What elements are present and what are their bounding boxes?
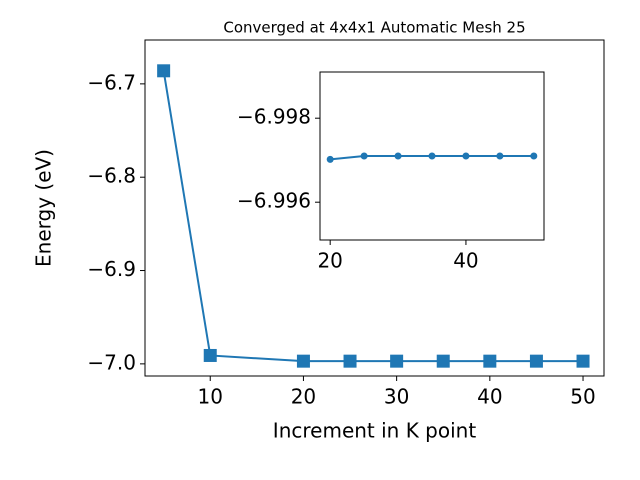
marker xyxy=(390,354,404,368)
y-axis-label: Energy (eV) xyxy=(32,149,56,267)
marker xyxy=(360,152,368,160)
marker xyxy=(428,152,436,160)
x-tick-label: 10 xyxy=(198,385,223,409)
marker xyxy=(576,354,590,368)
marker xyxy=(296,354,310,368)
marker xyxy=(436,354,450,368)
y-tick-label: −7.0 xyxy=(87,350,136,374)
marker xyxy=(530,152,538,160)
x-axis-label: Increment in K point xyxy=(273,419,477,443)
y-tick-label: −6.8 xyxy=(87,164,136,188)
x-tick-label: 20 xyxy=(291,385,316,409)
y-tick-label: −6.7 xyxy=(87,70,136,94)
x-tick-label: 20 xyxy=(317,249,342,273)
axes-frame xyxy=(319,71,545,241)
axes-frame xyxy=(144,39,605,377)
x-tick-label: 40 xyxy=(453,249,478,273)
marker xyxy=(394,152,402,160)
marker xyxy=(326,155,334,163)
y-tick-label: −6.998 xyxy=(237,105,311,129)
marker xyxy=(496,152,504,160)
marker xyxy=(529,354,543,368)
x-tick-label: 40 xyxy=(477,385,502,409)
marker xyxy=(343,354,357,368)
marker xyxy=(203,348,217,362)
y-tick-label: −6.996 xyxy=(237,189,311,213)
y-tick-label: −6.9 xyxy=(87,257,136,281)
x-tick-label: 30 xyxy=(384,385,409,409)
marker xyxy=(462,152,470,160)
x-tick-label: 50 xyxy=(570,385,595,409)
marker xyxy=(483,354,497,368)
marker xyxy=(157,64,171,78)
chart-title: Converged at 4x4x1 Automatic Mesh 25 xyxy=(223,19,525,37)
